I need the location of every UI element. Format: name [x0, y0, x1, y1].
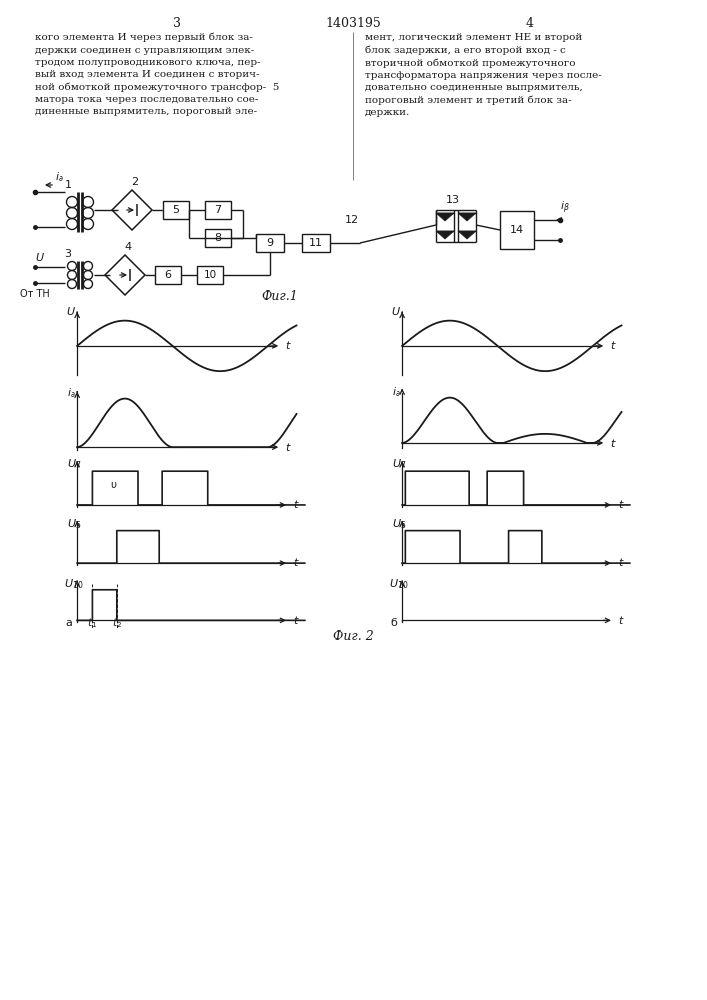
- Text: 4: 4: [526, 17, 534, 30]
- Bar: [302, 234, 330, 252]
- Text: t: t: [619, 616, 623, 626]
- Text: 10: 10: [204, 270, 216, 280]
- Polygon shape: [436, 231, 454, 239]
- Text: t: t: [293, 558, 298, 568]
- Text: Фиг. 2: Фиг. 2: [332, 630, 373, 643]
- Text: 6: 6: [165, 270, 172, 280]
- Text: $U_{10}$: $U_{10}$: [64, 577, 84, 591]
- Text: $U_7$: $U_7$: [392, 458, 406, 471]
- Polygon shape: [458, 231, 476, 239]
- Text: 1403195: 1403195: [325, 17, 381, 30]
- Text: $t_1$: $t_1$: [87, 616, 98, 630]
- Text: $i_\partial$: $i_\partial$: [66, 386, 75, 400]
- Text: t: t: [611, 439, 615, 449]
- Text: 3: 3: [64, 249, 71, 259]
- Text: $i_\beta$: $i_\beta$: [560, 199, 570, 216]
- Text: t: t: [619, 558, 623, 568]
- Text: $U_7$: $U_7$: [66, 458, 81, 471]
- Bar: [205, 201, 231, 219]
- Bar: [500, 211, 534, 249]
- Text: кого элемента И через первый блок за-
держки соединен с управляющим элек-
тродом: кого элемента И через первый блок за- де…: [35, 33, 279, 116]
- Text: 12: 12: [345, 215, 359, 225]
- Text: 9: 9: [267, 238, 274, 248]
- Text: 14: 14: [510, 225, 524, 235]
- Text: 3: 3: [173, 17, 181, 30]
- Text: 4: 4: [124, 242, 132, 252]
- Text: $U_5$: $U_5$: [66, 517, 81, 531]
- Text: t: t: [286, 341, 290, 351]
- Text: а: а: [66, 618, 73, 628]
- Text: $t_2$: $t_2$: [112, 616, 122, 630]
- Text: $U_5$: $U_5$: [392, 517, 406, 531]
- Text: t: t: [611, 341, 615, 351]
- Text: $U_{10}$: $U_{10}$: [390, 577, 409, 591]
- Bar: [256, 234, 284, 252]
- Polygon shape: [458, 213, 476, 221]
- Text: 13: 13: [446, 195, 460, 205]
- Text: б: б: [390, 618, 397, 628]
- Text: U: U: [35, 253, 43, 263]
- Text: 5: 5: [173, 205, 180, 215]
- Bar: [155, 266, 181, 284]
- Text: t: t: [293, 616, 298, 626]
- Text: мент, логический элемент НЕ и второй
блок задержки, а его второй вход - с
вторич: мент, логический элемент НЕ и второй бло…: [365, 33, 602, 117]
- Bar: [163, 201, 189, 219]
- Text: $i_\partial$: $i_\partial$: [55, 170, 64, 184]
- Text: Фиг.1: Фиг.1: [262, 290, 298, 303]
- Text: 2: 2: [132, 177, 139, 187]
- Text: От ТН: От ТН: [20, 289, 49, 299]
- Text: υ: υ: [110, 480, 117, 490]
- Text: 8: 8: [214, 233, 221, 243]
- Text: 11: 11: [309, 238, 323, 248]
- Text: t: t: [286, 443, 290, 453]
- Text: 1: 1: [64, 180, 71, 190]
- Bar: [197, 266, 223, 284]
- Bar: [205, 229, 231, 247]
- Text: $i_\partial$: $i_\partial$: [392, 385, 400, 399]
- Text: U: U: [392, 307, 399, 317]
- Text: 7: 7: [214, 205, 221, 215]
- Polygon shape: [436, 213, 454, 221]
- Text: U: U: [66, 307, 75, 317]
- Text: t: t: [293, 500, 298, 510]
- Text: t: t: [619, 500, 623, 510]
